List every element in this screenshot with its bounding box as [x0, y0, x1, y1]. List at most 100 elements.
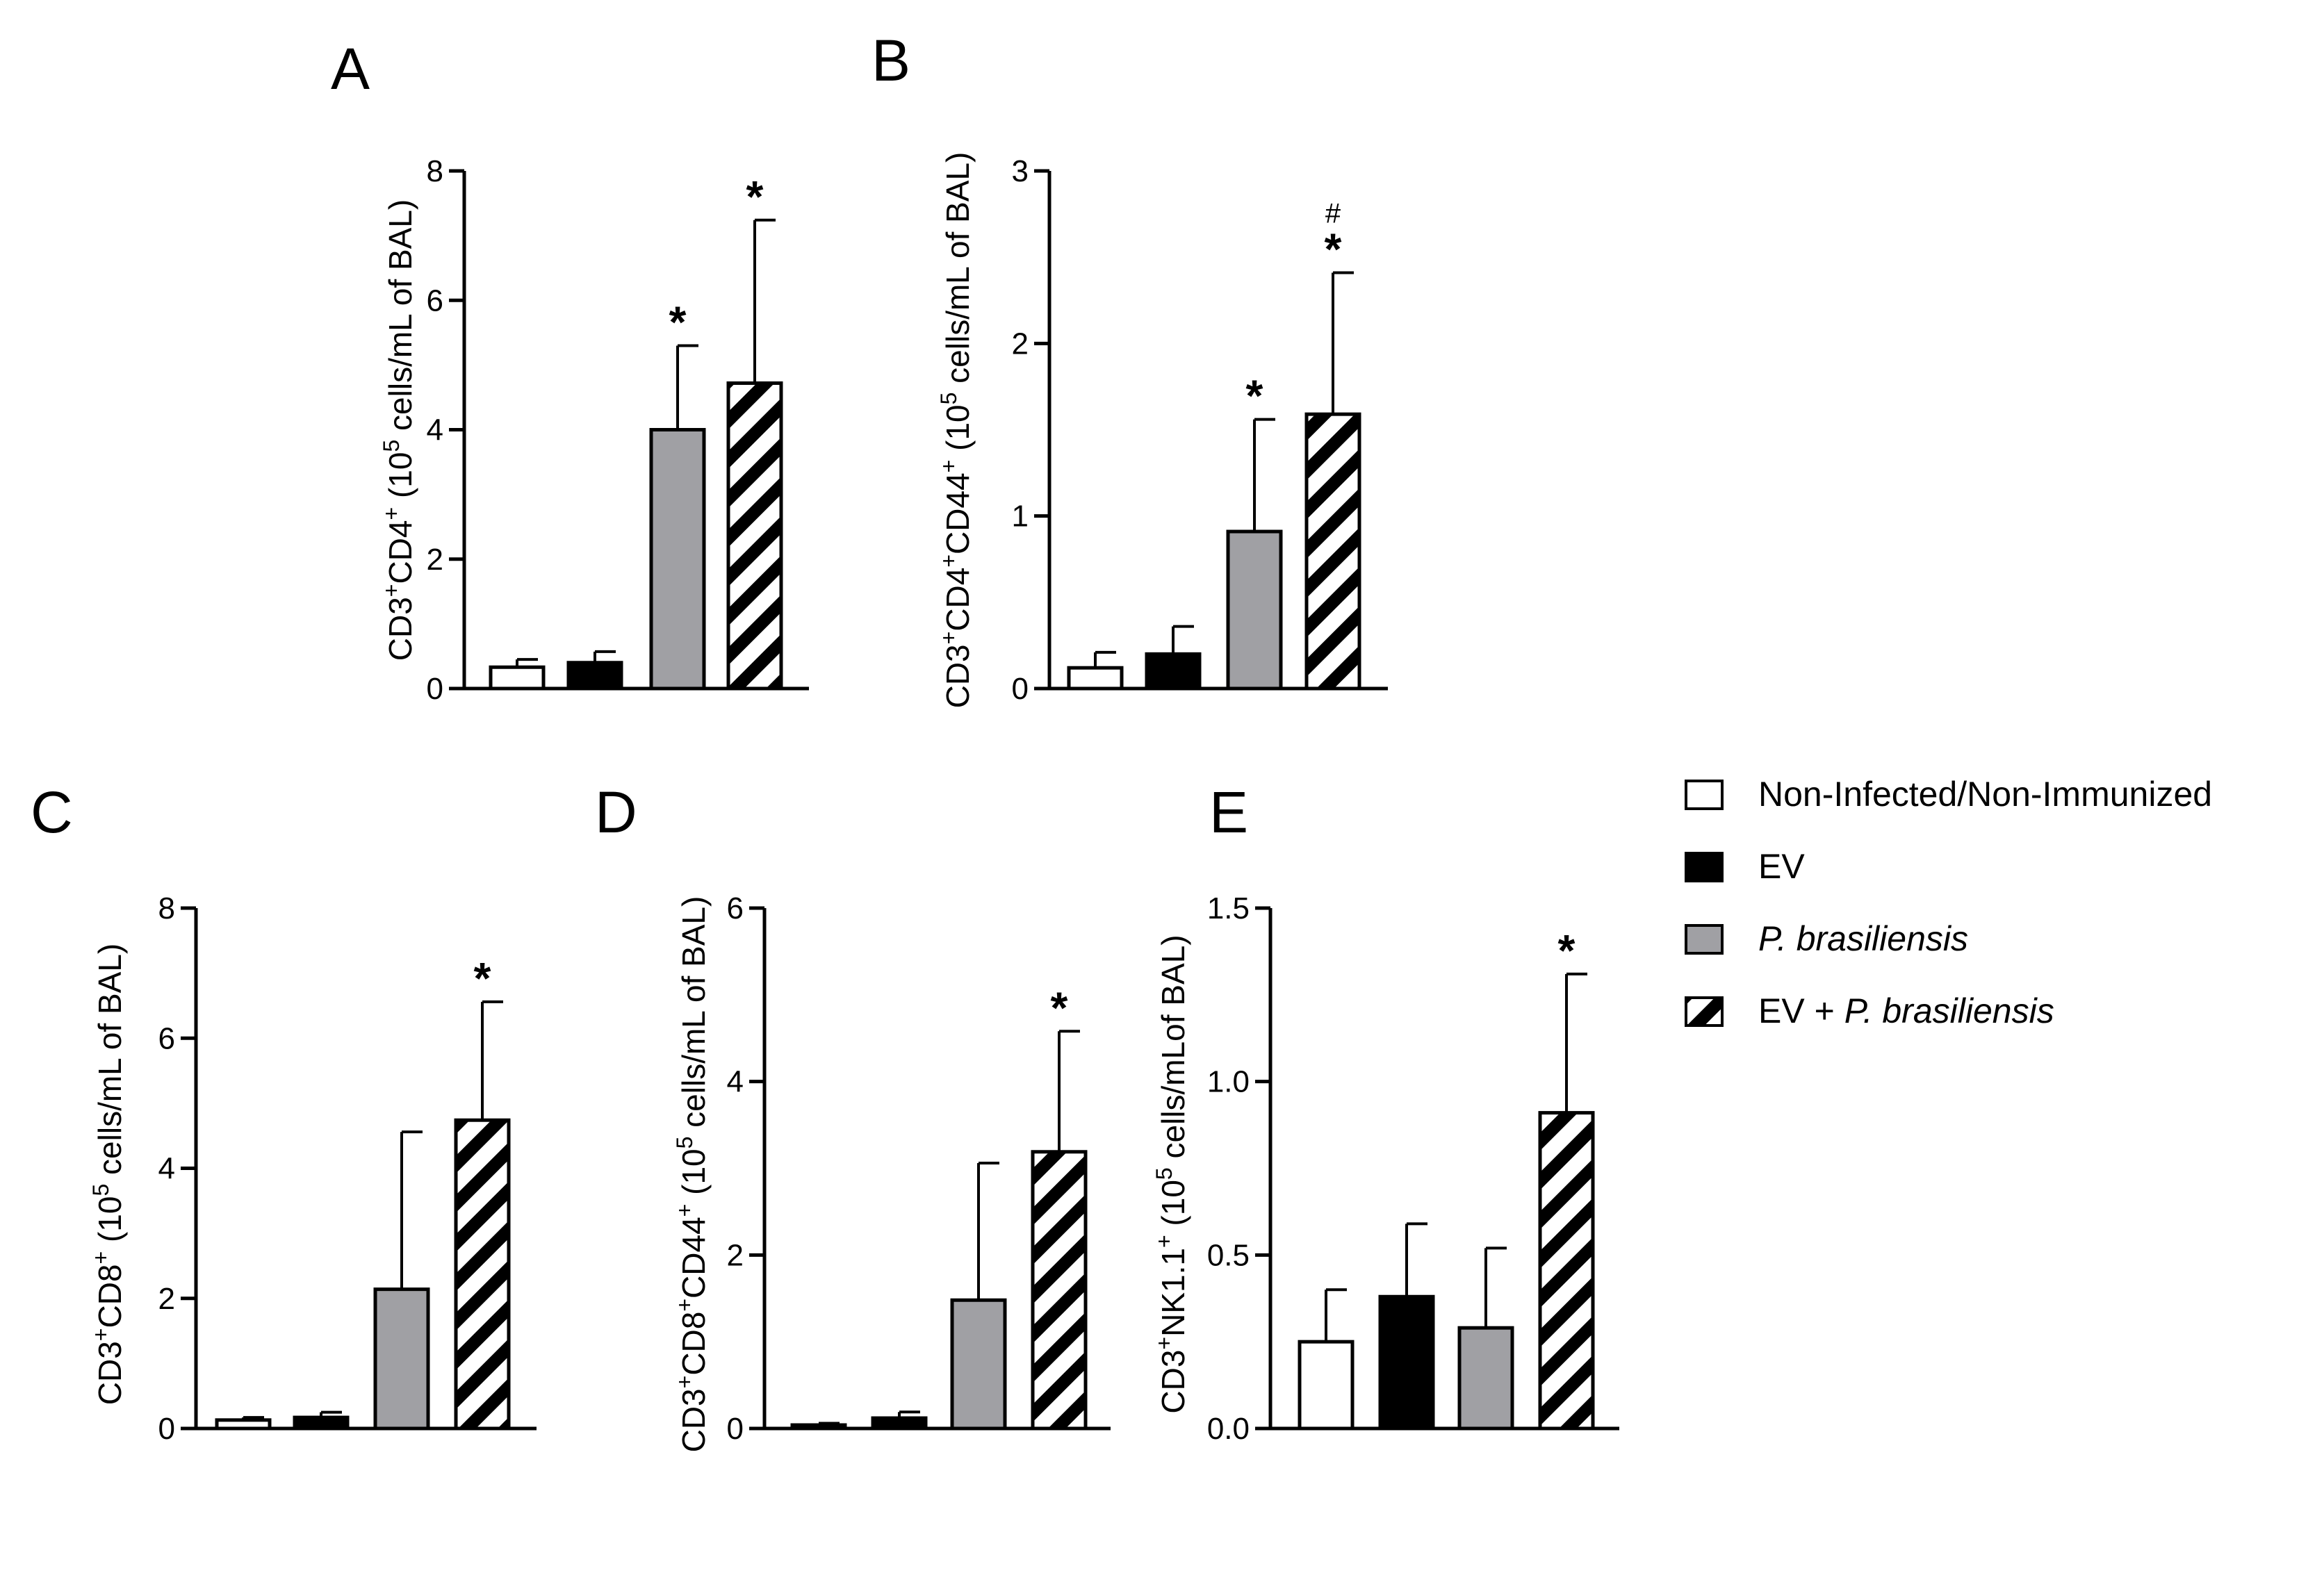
bar-d-p-brasiliensis: [950, 1298, 1007, 1431]
bar-a-p-brasiliensis: [649, 428, 706, 691]
y-axis-label-part: cells/mL of BAL): [676, 896, 712, 1137]
bar-c-non-infected: [215, 1418, 272, 1431]
y-tick-label-d: 4: [727, 1065, 744, 1099]
y-axis-label-part: +: [379, 584, 404, 598]
y-tick-label-c: 0: [158, 1412, 175, 1446]
y-axis-label-part: NK1.1: [1155, 1248, 1191, 1337]
significance-hash-b: #: [1325, 199, 1341, 229]
y-axis-label-part: +: [88, 1251, 113, 1265]
legend-item-ev: EV: [1685, 847, 1805, 886]
y-axis-label-a: CD3+CD4+ (105 cells/mL of BAL): [379, 199, 418, 661]
y-axis-label-part: +: [936, 460, 961, 473]
bar-b-ev: [1145, 652, 1202, 691]
y-axis-label-part: 5: [1152, 1167, 1177, 1180]
significance-star-c: *: [474, 953, 491, 1003]
legend-label-ev: EV: [1758, 847, 1805, 886]
y-axis-label-part: +: [1152, 1235, 1177, 1248]
y-axis-label-part: cells/mL of BAL): [92, 944, 128, 1184]
y-tick-label-c: 4: [158, 1152, 175, 1186]
y-axis-label-part: CD3: [92, 1341, 128, 1405]
bar-a-ev-plus-p-brasiliensis: [726, 381, 783, 691]
y-axis-label-part: +: [672, 1376, 697, 1389]
y-tick-label-e: 0.0: [1207, 1412, 1250, 1446]
y-axis-label-part: 5: [88, 1184, 113, 1196]
y-axis-label-part: +: [936, 632, 961, 645]
y-axis-label-part: +: [379, 507, 404, 520]
legend-item-non-infected: Non-Infected/Non-Immunized: [1685, 775, 2212, 814]
y-axis-label-part: (10: [382, 452, 418, 507]
y-axis-label-part: CD44: [940, 472, 976, 554]
legend-label-ev-plus: EV + P. brasiliensis: [1758, 991, 2054, 1030]
significance-star-d: *: [1051, 982, 1068, 1032]
y-axis-label-part: (10: [676, 1148, 712, 1203]
panel-letter-c: C: [31, 780, 73, 845]
bar-e-ev-plus-p-brasiliensis: [1538, 1111, 1595, 1431]
panel-letter-a: A: [331, 36, 370, 101]
legend-swatch-black: [1685, 852, 1724, 882]
bar-c-p-brasiliensis: [373, 1287, 430, 1431]
bar-d-ev: [871, 1416, 928, 1431]
bar-d-non-infected: [790, 1423, 847, 1431]
significance-star-b: *: [1246, 371, 1263, 421]
legend-label-non-infected: Non-Infected/Non-Immunized: [1758, 775, 2212, 814]
y-tick-label-c: 8: [158, 891, 175, 925]
y-tick-label-c: 6: [158, 1021, 175, 1055]
y-tick-label-a: 2: [427, 543, 443, 577]
panel-letter-b: B: [872, 28, 910, 93]
y-tick-label-d: 0: [727, 1412, 744, 1446]
y-tick-label-c: 2: [158, 1282, 175, 1316]
bar-b-p-brasiliensis: [1226, 529, 1283, 691]
y-tick-label-b: 3: [1012, 154, 1029, 188]
legend-item-p-brasiliensis: P. brasiliensis: [1685, 919, 1968, 958]
y-tick-label-a: 0: [427, 672, 443, 706]
y-axis-label-part: +: [88, 1328, 113, 1342]
significance-star-b: *: [1325, 224, 1342, 274]
y-axis-label-c: CD3+CD8+ (105 cells/mL of BAL): [88, 944, 128, 1405]
y-axis-label-part: CD3: [1155, 1350, 1191, 1414]
y-tick-label-d: 2: [727, 1238, 744, 1272]
y-axis-label-part: CD3: [676, 1388, 712, 1452]
legend-swatch-hatch: [1685, 996, 1724, 1027]
y-tick-label-b: 1: [1012, 500, 1029, 534]
y-axis-label-part: CD4: [382, 520, 418, 584]
bar-c-ev: [293, 1415, 350, 1431]
y-axis-label-part: CD8: [676, 1312, 712, 1376]
y-axis-label-part: cells/mLof BAL): [1155, 934, 1191, 1167]
legend-label-ev-plus-prefix: EV +: [1758, 991, 1844, 1030]
bar-a-non-infected: [489, 665, 546, 691]
y-tick-label-b: 2: [1012, 327, 1029, 361]
y-axis-label-e: CD3+NK1.1+ (105 cells/mLof BAL): [1152, 934, 1191, 1413]
y-tick-label-d: 6: [727, 891, 744, 925]
y-axis-label-part: (10: [92, 1196, 128, 1251]
y-axis-label-part: CD4: [940, 568, 976, 632]
panel-letter-d: D: [595, 780, 637, 845]
legend-item-ev-plus-p-brasiliensis: EV + P. brasiliensis: [1685, 991, 2054, 1030]
y-axis-label-part: +: [936, 554, 961, 568]
bar-b-non-infected: [1067, 666, 1124, 691]
y-axis-label-part: cells/mL of BAL): [940, 152, 976, 393]
y-axis-label-part: 5: [672, 1137, 697, 1149]
bar-e-ev: [1378, 1294, 1435, 1431]
bar-a-ev: [566, 661, 623, 691]
y-axis-label-b: CD3+CD4+CD44+ (105 cells/mL of BAL): [936, 152, 976, 709]
y-axis-label-part: +: [672, 1204, 697, 1217]
y-axis-label-part: CD3: [940, 644, 976, 708]
y-tick-label-a: 4: [427, 413, 443, 447]
y-tick-label-e: 1.5: [1207, 891, 1250, 925]
legend-swatch-white: [1685, 780, 1724, 810]
y-axis-label-part: +: [1152, 1337, 1177, 1350]
y-tick-label-a: 8: [427, 154, 443, 188]
legend-label-ev-plus-italic: P. brasiliensis: [1844, 991, 2054, 1030]
legend-swatch-gray: [1685, 924, 1724, 955]
bar-e-non-infected: [1298, 1340, 1355, 1431]
y-axis-label-part: 5: [936, 393, 961, 405]
y-axis-label-part: CD44: [676, 1217, 712, 1299]
y-tick-label-e: 0.5: [1207, 1238, 1250, 1272]
significance-star-a: *: [746, 172, 764, 222]
